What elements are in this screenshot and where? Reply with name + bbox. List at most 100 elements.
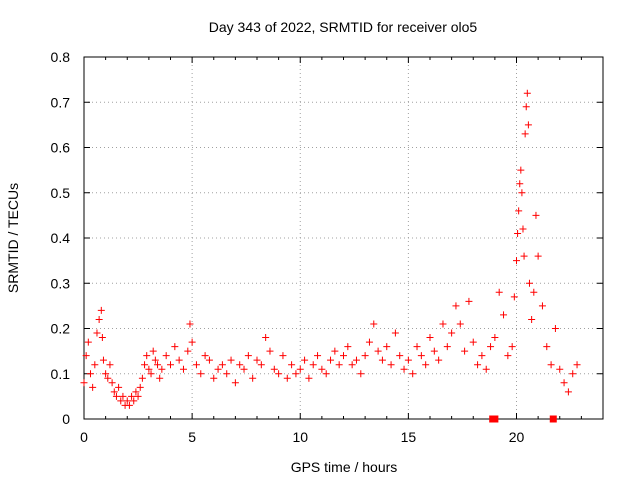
data-point [456, 320, 464, 328]
data-point [279, 352, 287, 360]
data-point [435, 356, 443, 364]
data-point [491, 334, 499, 342]
data-point [314, 352, 322, 360]
data-point [348, 361, 356, 369]
x-tick-label: 10 [292, 429, 308, 445]
data-point [158, 365, 166, 373]
data-point [573, 361, 581, 369]
data-point [99, 356, 107, 364]
data-point [391, 329, 399, 337]
data-point [426, 334, 434, 342]
data-point [517, 166, 525, 174]
y-tick-label: 0.8 [51, 49, 71, 65]
data-point [327, 356, 335, 364]
zero-marker [549, 415, 557, 423]
data-point [538, 302, 546, 310]
data-point [530, 288, 538, 296]
data-point [469, 338, 477, 346]
data-point [361, 352, 369, 360]
data-point [404, 356, 412, 364]
data-point [560, 379, 568, 387]
data-point [551, 325, 559, 332]
data-point [335, 361, 343, 369]
data-point [370, 320, 378, 328]
data-point [227, 356, 235, 364]
y-tick-label: 0.3 [51, 275, 71, 291]
data-point [98, 334, 106, 342]
data-point [218, 361, 226, 369]
x-tick-label: 0 [80, 429, 88, 445]
data-point [175, 356, 183, 364]
data-point [413, 343, 421, 351]
data-point [128, 392, 136, 400]
data-point [430, 347, 438, 355]
data-point [521, 130, 529, 138]
data-point [141, 361, 149, 369]
data-point [253, 356, 261, 364]
y-axis-label: SRMTID / TECUs [5, 183, 21, 293]
data-point [179, 365, 187, 373]
data-point [305, 374, 313, 382]
data-points [80, 89, 581, 423]
data-point [123, 397, 131, 405]
data-point [188, 338, 196, 346]
data-point [439, 320, 447, 328]
chart-title: Day 343 of 2022, SRMTID for receiver olo… [209, 19, 478, 35]
data-point [288, 361, 296, 369]
data-point [89, 383, 97, 391]
data-point [461, 347, 469, 355]
data-point [478, 352, 486, 360]
data-point [331, 347, 339, 355]
data-point [223, 370, 231, 378]
data-point [117, 397, 125, 405]
data-point [474, 361, 482, 369]
data-point [519, 225, 527, 233]
data-point [80, 379, 88, 387]
y-tick-label: 0.2 [51, 321, 71, 337]
data-point [95, 315, 103, 323]
data-point [352, 356, 360, 364]
data-point [262, 334, 270, 342]
data-point [249, 374, 257, 382]
data-point [112, 392, 120, 400]
plot-frame [83, 56, 604, 420]
data-point [520, 252, 528, 260]
data-point [543, 343, 551, 351]
data-point [510, 293, 518, 301]
data-point [387, 361, 395, 369]
data-point [270, 365, 278, 373]
data-point [556, 365, 564, 373]
data-point [115, 383, 123, 391]
data-point [236, 361, 244, 369]
data-point [524, 121, 532, 129]
data-point [104, 374, 112, 382]
data-point [275, 370, 283, 378]
axis-ticks: 0 5 10 15 20 0 0.1 0.2 0.3 0.4 0.5 0.6 0.7 0.8 [51, 49, 603, 445]
y-tick-label: 0 [62, 411, 70, 427]
data-point [125, 401, 133, 409]
data-point [240, 365, 248, 373]
data-point [156, 374, 164, 382]
data-point [205, 356, 213, 364]
data-point [283, 374, 291, 382]
data-point [534, 252, 542, 260]
data-point [383, 343, 391, 351]
data-point [93, 329, 101, 337]
data-point [487, 343, 495, 351]
data-point [102, 370, 110, 378]
data-point [86, 370, 94, 378]
data-point [443, 343, 451, 351]
data-point [147, 370, 155, 378]
data-point [504, 352, 512, 360]
data-point [301, 356, 309, 364]
data-point [309, 361, 317, 369]
x-axis-label: GPS time / hours [291, 459, 398, 475]
y-tick-label: 0.6 [51, 140, 71, 156]
data-point [154, 361, 162, 369]
data-point [344, 343, 352, 351]
data-point [91, 361, 99, 369]
y-tick-label: 0.4 [51, 230, 71, 246]
data-point [136, 383, 144, 391]
